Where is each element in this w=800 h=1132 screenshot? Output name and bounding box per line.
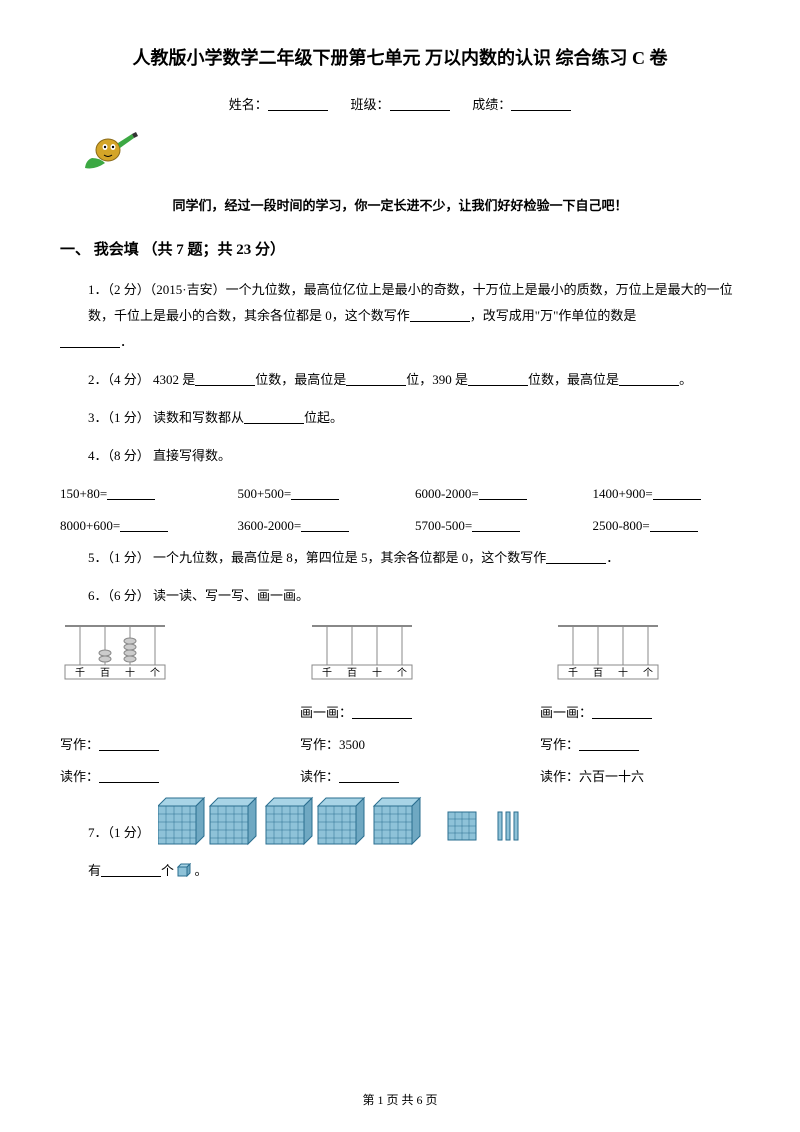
q4-blank[interactable] [291,487,339,500]
q4-r2-4: 2500-800= [593,518,650,533]
q4-r1-4: 1400+900= [593,486,653,501]
q1-blank-1[interactable] [410,309,470,322]
q7-b: 有 [88,863,101,878]
question-7-line2: 有 个 。 [60,858,740,886]
q7-c: 个 [161,863,174,878]
q6-write-blank-3[interactable] [579,738,639,751]
question-5: 5．（1 分） 一个九位数，最高位是 8，第四位是 5，其余各位都是 0，这个数… [60,545,740,571]
q2-blank-4[interactable] [619,373,679,386]
svg-text:十: 十 [618,666,628,679]
abacus-3: 千百十个 [553,621,740,690]
small-cube-icon [177,860,191,886]
name-blank[interactable] [268,98,328,111]
q4-blank[interactable] [301,519,349,532]
q6-read-2: 读作： [300,769,339,784]
q2-blank-3[interactable] [468,373,528,386]
svg-text:十: 十 [372,666,382,679]
svg-text:千: 千 [75,667,85,679]
abacus-row: 千百十个 千百十个 千百十个 [60,621,740,690]
svg-text:个: 个 [643,667,653,679]
q7-blank[interactable] [101,864,161,877]
score-label: 成绩： [472,92,511,118]
name-label: 姓名： [229,92,268,118]
q4-r2-2: 3600-2000= [238,518,302,533]
q4-r2-3: 5700-500= [415,518,472,533]
section-1-heading: 一、 我会填 （共 7 题；共 23 分） [60,235,740,265]
q4-row-1: 150+80= 500+500= 6000-2000= 1400+900= [60,481,740,507]
q6-write-1: 写作： [60,737,99,752]
q4-blank[interactable] [472,519,520,532]
q6-write-2: 写作：3500 [300,737,365,752]
question-4: 4．（8 分） 直接写得数。 [60,443,740,469]
q6-head: 6．（6 分） 读一读、写一写、画一画。 [88,588,309,603]
q4-blank[interactable] [107,487,155,500]
svg-text:百: 百 [593,667,603,679]
q4-blank[interactable] [650,519,698,532]
q4-blank[interactable] [653,487,701,500]
page-title: 人教版小学数学二年级下册第七单元 万以内数的认识 综合练习 C 卷 [60,40,740,76]
q7-d: 。 [195,863,208,878]
q6-draw-blank-3[interactable] [592,706,652,719]
q4-r1-3: 6000-2000= [415,486,479,501]
q5-a: 5．（1 分） 一个九位数，最高位是 8，第四位是 5，其余各位都是 0，这个数… [88,550,546,565]
q4-blank[interactable] [479,487,527,500]
q6-read-blank-1[interactable] [99,770,159,783]
svg-text:百: 百 [100,667,110,679]
q1-text-b: ，改写成用"万"作单位的数是 [470,308,637,323]
q3-a: 3．（1 分） 读数和写数都从 [88,410,244,425]
svg-text:个: 个 [150,667,160,679]
q2-e: 。 [679,372,692,387]
q6-read-blank-2[interactable] [339,770,399,783]
q6-read-1: 读作： [60,769,99,784]
q6-read-row: 读作： 读作： 读作：六百一十六 [60,764,740,790]
score-blank[interactable] [511,98,571,111]
q4-blank[interactable] [120,519,168,532]
abacus-2: 千百十个 [307,621,494,690]
page-footer: 第 1 页 共 6 页 [0,1088,800,1112]
question-7: 7．（1 分） [60,796,740,846]
q6-draw-row: 画一画： 画一画： [60,700,740,726]
q6-draw-blank-2[interactable] [352,706,412,719]
q2-b: 位数，最高位是 [255,372,346,387]
q6-draw-3: 画一画： [540,705,592,720]
q4-head: 4．（8 分） 直接写得数。 [88,448,231,463]
q6-write-blank-1[interactable] [99,738,159,751]
q2-a: 2．（4 分） 4302 是 [88,372,195,387]
question-1: 1．（2 分）（2015·吉安）一个九位数，最高位亿位上是最小的奇数，十万位上是… [60,277,740,355]
cubes-icon [158,796,538,846]
q6-draw-2: 画一画： [300,705,352,720]
q7-a: 7．（1 分） [88,820,150,846]
q3-b: 位起。 [304,410,343,425]
question-3: 3．（1 分） 读数和写数都从 位起。 [60,405,740,431]
q6-read-3: 读作：六百一十六 [540,769,644,784]
pencil-icon [80,128,740,187]
q6-write-3: 写作： [540,737,579,752]
question-6: 6．（6 分） 读一读、写一写、画一画。 [60,583,740,609]
q5-b: ． [606,550,619,565]
intro-text: 同学们，经过一段时间的学习，你一定长进不少，让我们好好检验一下自己吧！ [60,193,740,219]
svg-text:百: 百 [347,667,357,679]
q4-r1-1: 150+80= [60,486,107,501]
q2-blank-1[interactable] [195,373,255,386]
class-label: 班级： [350,92,389,118]
svg-text:千: 千 [322,667,332,679]
student-info-line: 姓名： 班级： 成绩： [60,92,740,118]
q2-c: 位，390 是 [406,372,468,387]
svg-text:千: 千 [568,667,578,679]
question-2: 2．（4 分） 4302 是 位数，最高位是 位，390 是 位数，最高位是 。 [60,367,740,393]
q1-blank-2[interactable] [60,335,120,348]
q4-row-2: 8000+600= 3600-2000= 5700-500= 2500-800= [60,513,740,539]
q4-r1-2: 500+500= [238,486,292,501]
abacus-1: 千百十个 [60,621,247,690]
q1-text-c: ． [120,334,133,349]
q4-r2-1: 8000+600= [60,518,120,533]
q5-blank[interactable] [546,551,606,564]
q3-blank[interactable] [244,411,304,424]
q6-write-row: 写作： 写作：3500 写作： [60,732,740,758]
svg-text:个: 个 [397,667,407,679]
q2-blank-2[interactable] [346,373,406,386]
q2-d: 位数，最高位是 [528,372,619,387]
svg-text:十: 十 [125,666,135,679]
class-blank[interactable] [390,98,450,111]
